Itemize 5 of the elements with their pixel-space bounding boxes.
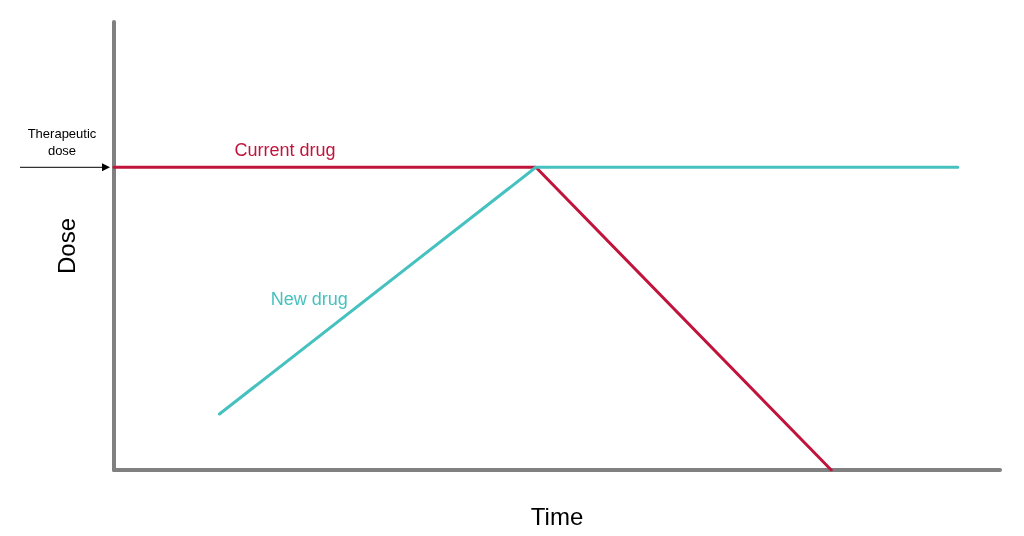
series-label: Current drug: [234, 140, 336, 161]
series-label: New drug: [270, 288, 348, 309]
y-axis-title: Dose: [52, 217, 80, 275]
text: Therapeutic dose: [27, 126, 97, 159]
x-axis-title: Time: [530, 502, 584, 530]
